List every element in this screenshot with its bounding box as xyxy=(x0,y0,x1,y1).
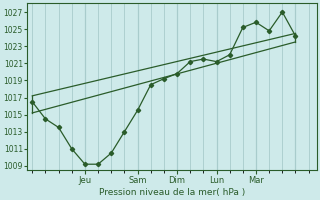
X-axis label: Pression niveau de la mer( hPa ): Pression niveau de la mer( hPa ) xyxy=(99,188,245,197)
